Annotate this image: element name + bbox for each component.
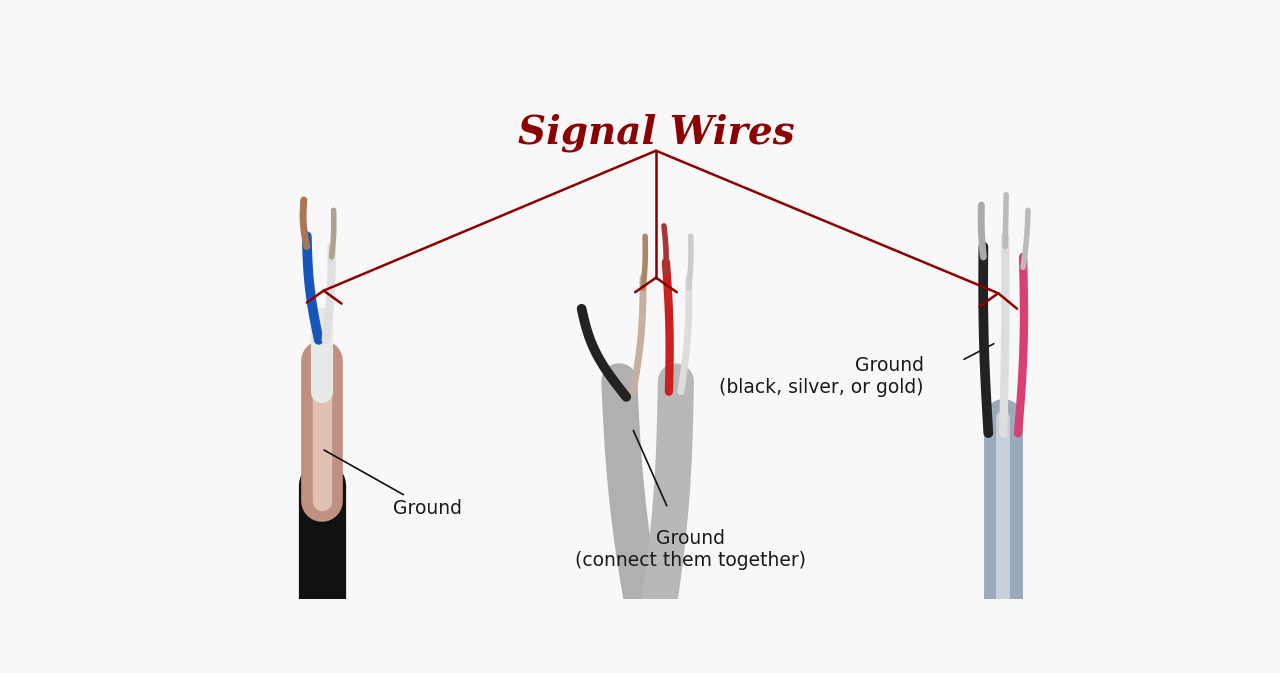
Text: Signal Wires: Signal Wires	[517, 113, 795, 152]
Text: Ground
(connect them together): Ground (connect them together)	[575, 529, 806, 570]
Text: Ground: Ground	[324, 450, 462, 518]
Text: Ground
(black, silver, or gold): Ground (black, silver, or gold)	[719, 355, 924, 396]
